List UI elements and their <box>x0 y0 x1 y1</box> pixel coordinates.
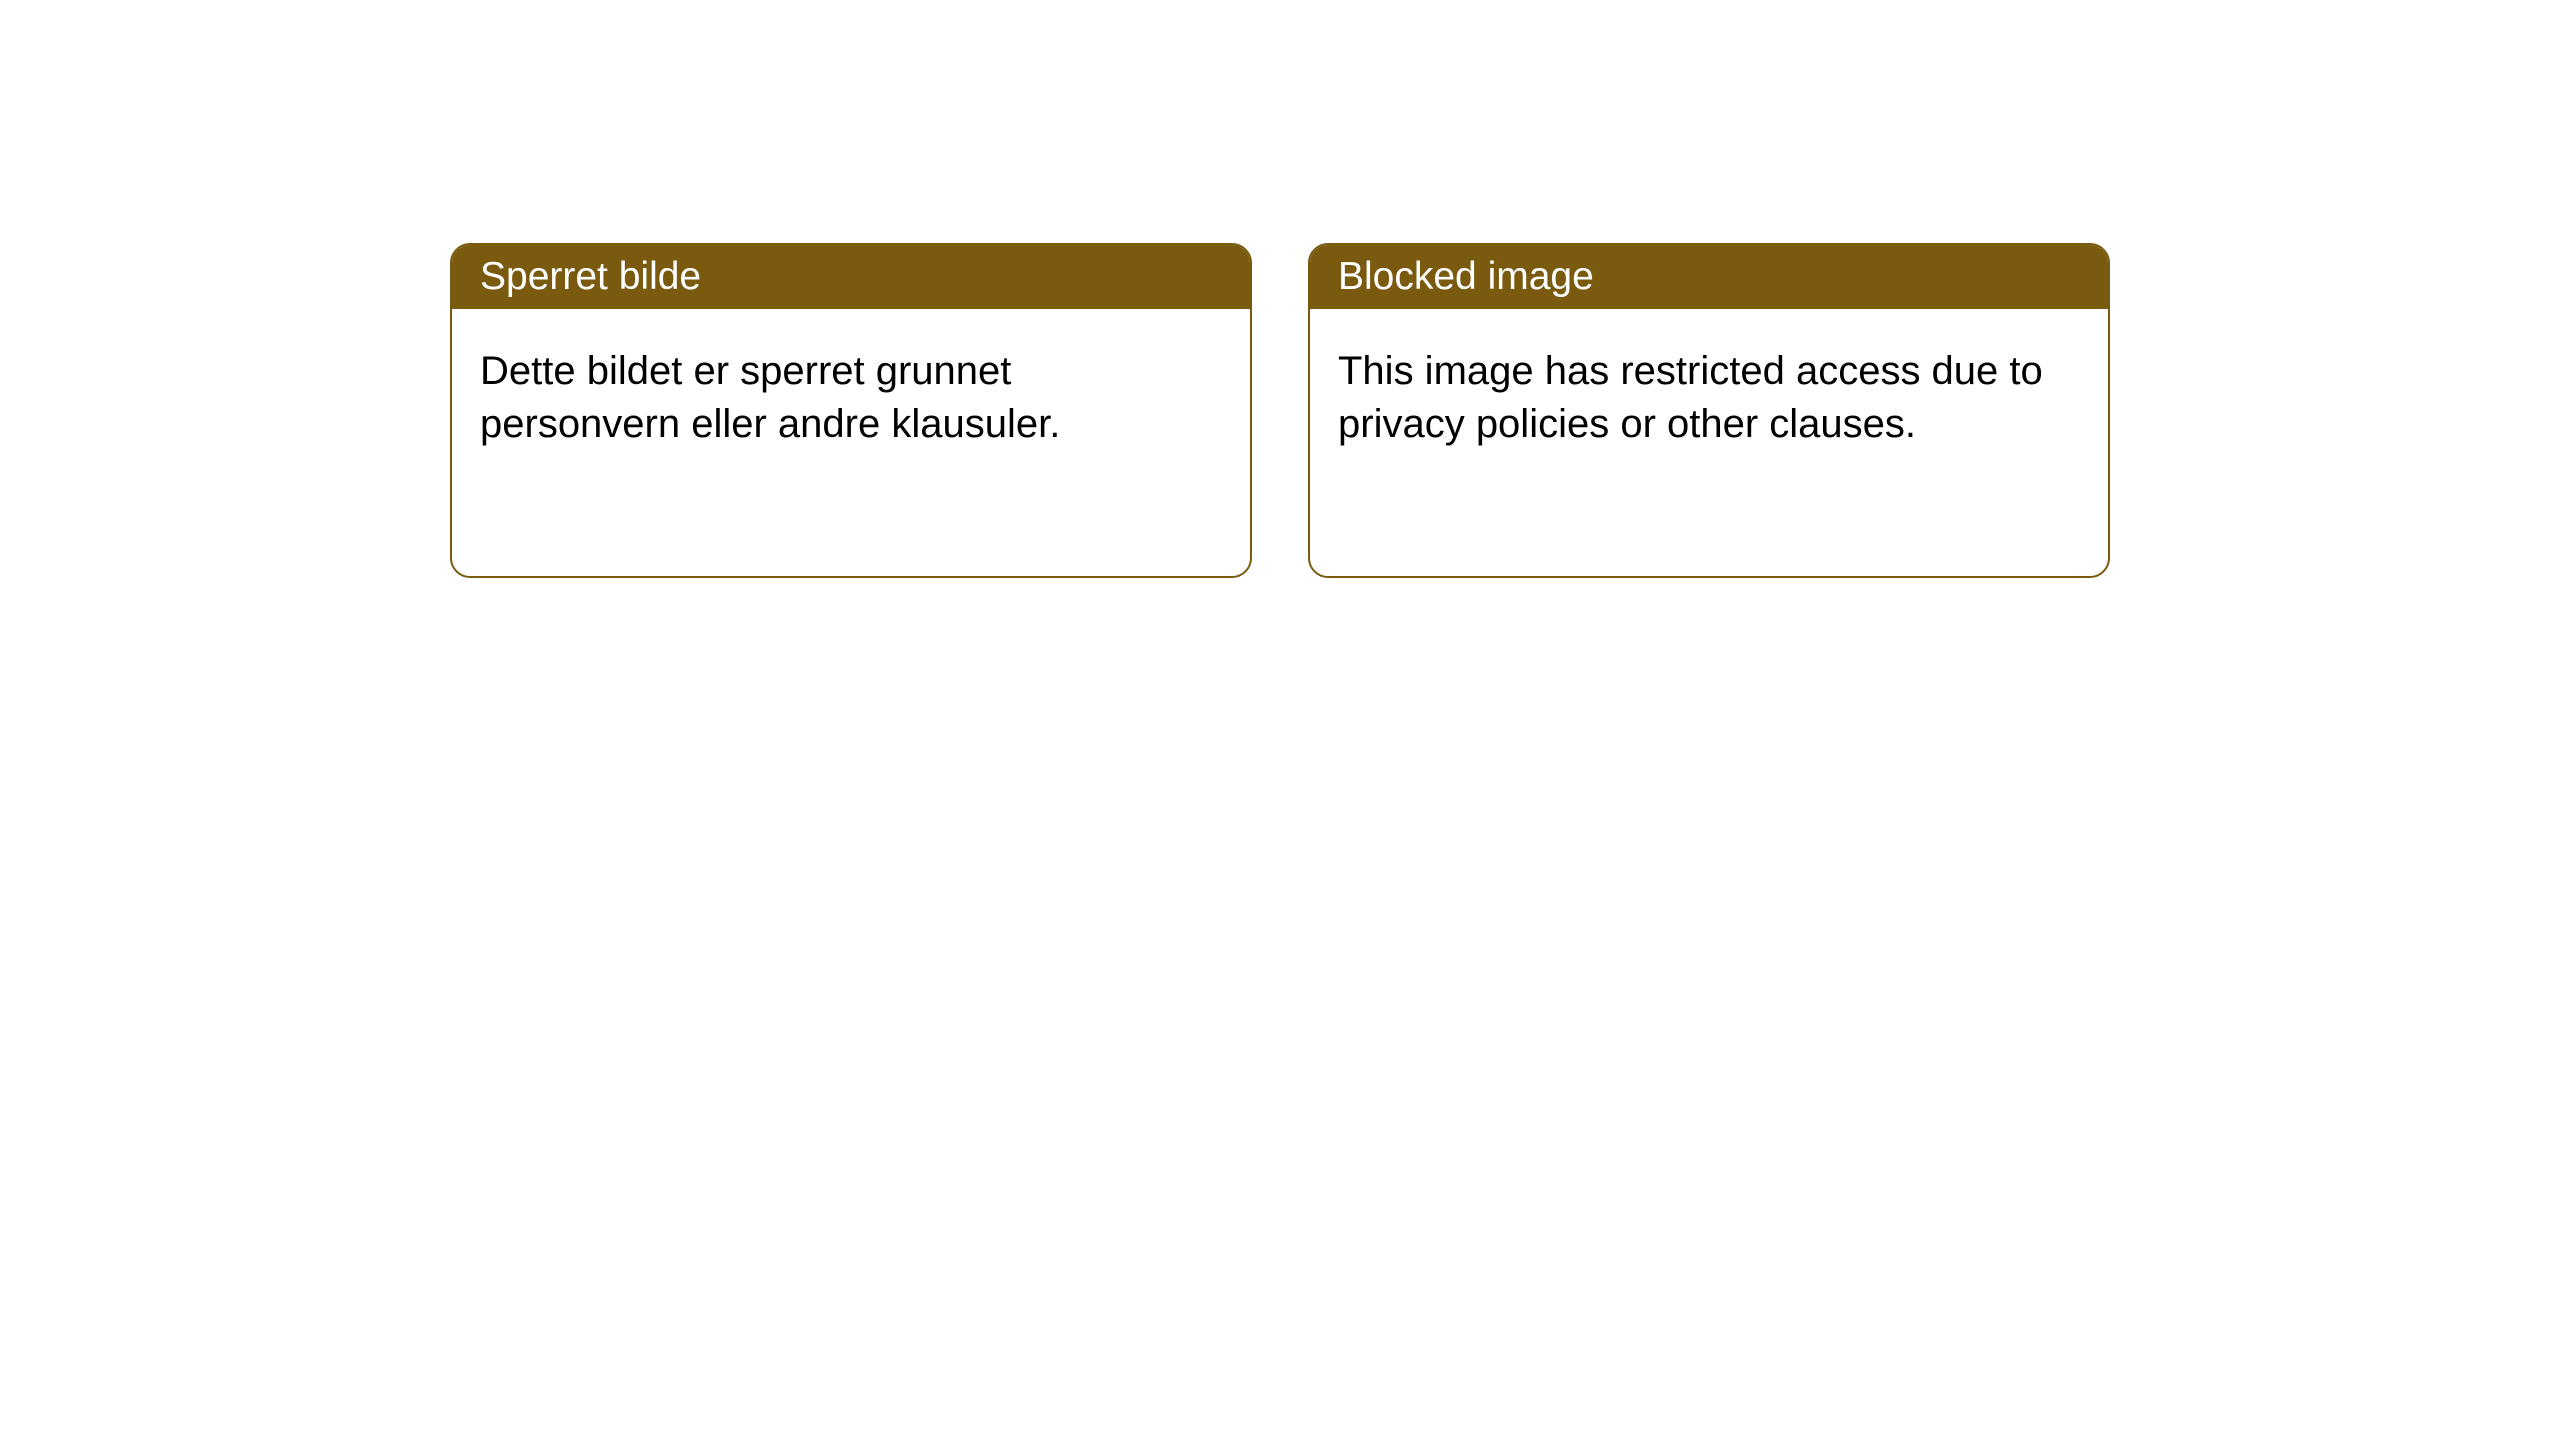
card-title-norwegian: Sperret bilde <box>452 245 1250 309</box>
blocked-image-card-english: Blocked image This image has restricted … <box>1308 243 2110 578</box>
card-body-english: This image has restricted access due to … <box>1310 309 2108 487</box>
blocked-image-card-norwegian: Sperret bilde Dette bildet er sperret gr… <box>450 243 1252 578</box>
cards-container: Sperret bilde Dette bildet er sperret gr… <box>0 0 2560 578</box>
card-body-norwegian: Dette bildet er sperret grunnet personve… <box>452 309 1250 487</box>
card-title-english: Blocked image <box>1310 245 2108 309</box>
